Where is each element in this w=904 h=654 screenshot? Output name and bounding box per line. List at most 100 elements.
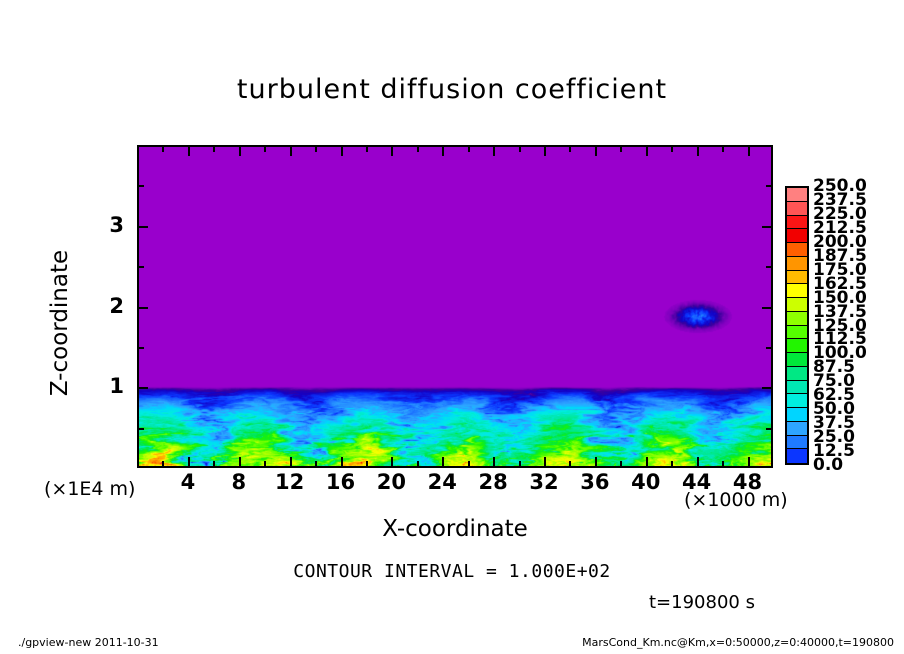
colorbar-band <box>787 325 807 340</box>
axis-tick <box>137 266 144 268</box>
axis-tick <box>213 145 215 152</box>
axis-tick <box>188 457 190 468</box>
x-axis-tick-label: 48 <box>732 470 763 494</box>
axis-tick <box>366 145 368 152</box>
colorbar-band <box>787 270 807 285</box>
axis-tick <box>137 185 144 187</box>
axis-tick <box>391 145 393 156</box>
axis-tick <box>519 461 521 468</box>
x-axis-tick-label: 28 <box>478 470 508 494</box>
colorbar-tick-label: 250.0 <box>813 176 867 196</box>
colorbar-band <box>787 353 807 367</box>
axis-tick <box>519 145 521 152</box>
axis-tick <box>137 347 144 349</box>
axis-tick <box>137 428 144 430</box>
footer-dataset: MarsCond_Km.nc@Km,x=0:50000,z=0:40000,t=… <box>582 636 894 649</box>
colorbar-band <box>787 339 807 353</box>
colorbar-band <box>787 421 807 436</box>
colorbar-band <box>787 380 807 395</box>
colorbar-tick-label: 100.0 <box>813 343 867 364</box>
axis-tick <box>766 185 773 187</box>
y-axis-tick-label: 1 <box>109 374 124 399</box>
colorbar-tick-label: 12.5 <box>813 441 855 462</box>
y-axis-unit: (×1E4 m) <box>44 478 136 500</box>
page-title: turbulent diffusion coefficient <box>236 74 668 105</box>
axis-tick <box>646 145 648 156</box>
axis-tick <box>290 145 292 156</box>
y-axis-tick-label: 2 <box>109 293 124 318</box>
x-axis-tick-label: 44 <box>682 470 712 494</box>
colorbar-tick-label: 125.0 <box>813 315 867 336</box>
axis-tick <box>442 457 444 468</box>
x-axis-title: X-coordinate <box>382 516 528 542</box>
colorbar-labels: 250.0 237.5 225.0 212.5 200.0 187.5 175.0 162.5… <box>813 176 903 475</box>
colorbar <box>785 186 809 465</box>
axis-tick <box>766 428 773 430</box>
axis-tick <box>544 457 546 468</box>
axis-tick <box>366 461 368 468</box>
axis-tick <box>264 145 266 152</box>
footer-command: ./gpview-new 2011-10-31 <box>18 636 159 649</box>
x-axis-tick-label: 4 <box>180 470 196 494</box>
axis-tick <box>341 145 343 156</box>
x-axis-tick-label: 24 <box>427 470 457 494</box>
axis-tick <box>442 145 444 156</box>
axis-tick <box>213 461 215 468</box>
axis-tick <box>162 145 164 152</box>
colorbar-band <box>787 243 807 257</box>
axis-tick <box>671 461 673 468</box>
colorbar-tick-label: 75.0 <box>813 371 855 392</box>
axis-tick <box>315 461 317 468</box>
colorbar-tick-label: 25.0 <box>813 427 855 448</box>
axis-tick <box>391 457 393 468</box>
x-axis-tick-label: 8 <box>231 470 247 494</box>
colorbar-tick-label: 162.5 <box>813 273 867 294</box>
colorbar-band <box>787 449 807 463</box>
axis-tick <box>137 307 148 309</box>
colorbar-tick-label: 175.0 <box>813 259 867 280</box>
contour-interval-text: CONTOUR INTERVAL = 1.000E+02 <box>293 561 611 582</box>
colorbar-tick-label: 87.5 <box>813 357 855 378</box>
x-axis-unit: (×1000 m) <box>684 489 788 511</box>
colorbar-tick-label: 237.5 <box>813 189 867 210</box>
axis-tick <box>468 461 470 468</box>
colorbar-band <box>787 188 807 202</box>
axis-tick <box>762 226 773 228</box>
axis-tick <box>766 347 773 349</box>
contour-plot-area <box>137 145 773 468</box>
colorbar-band <box>787 311 807 326</box>
axis-tick <box>162 461 164 468</box>
axis-tick <box>620 145 622 152</box>
axis-tick <box>748 457 750 468</box>
axis-tick <box>315 145 317 152</box>
colorbar-band <box>787 256 807 271</box>
axis-tick <box>595 145 597 156</box>
axis-tick <box>544 145 546 156</box>
colorbar-tick-label: 112.5 <box>813 329 867 350</box>
colorbar-tick-label: 200.0 <box>813 231 867 252</box>
x-axis-tick-label: 16 <box>325 470 356 494</box>
x-axis-tick-label: 36 <box>580 470 610 494</box>
axis-tick <box>646 457 648 468</box>
x-axis-tick-label: 40 <box>631 470 661 494</box>
x-axis-tick-label: 12 <box>275 470 305 494</box>
axis-tick <box>620 461 622 468</box>
axis-tick <box>417 461 419 468</box>
axis-tick <box>762 307 773 309</box>
axis-tick <box>417 145 419 152</box>
y-axis-tick-label: 3 <box>109 212 124 237</box>
axis-tick <box>493 145 495 156</box>
axis-tick <box>595 457 597 468</box>
colorbar-tick-label: 137.5 <box>813 301 867 322</box>
colorbar-band <box>787 284 807 298</box>
colorbar-band <box>787 435 807 450</box>
colorbar-band <box>787 201 807 216</box>
colorbar-tick-label: 0.0 <box>813 455 844 475</box>
turbulent-diffusion-field <box>139 147 771 466</box>
axis-tick <box>137 387 148 389</box>
colorbar-band <box>787 394 807 408</box>
axis-tick <box>569 461 571 468</box>
axis-tick <box>671 145 673 152</box>
axis-tick <box>341 457 343 468</box>
y-axis-title: Z-coordinate <box>47 249 73 397</box>
